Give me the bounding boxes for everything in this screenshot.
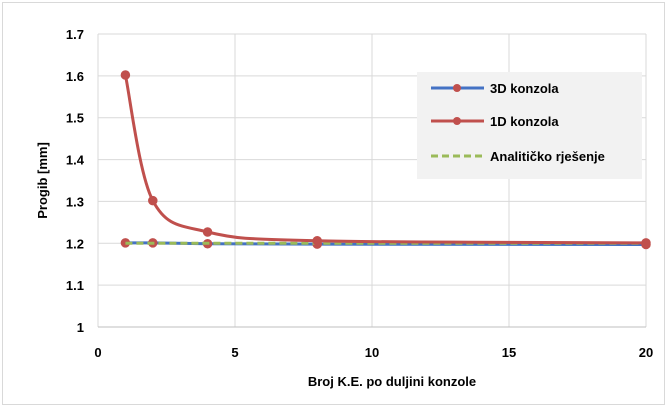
legend-label: Analitičko rješenje bbox=[490, 149, 605, 164]
series-line-1d-konzola bbox=[123, 74, 647, 245]
y-tick-label: 1.5 bbox=[66, 111, 84, 126]
x-tick-label: 0 bbox=[94, 345, 101, 360]
x-tick-label: 10 bbox=[365, 345, 379, 360]
y-tick-label: 1.2 bbox=[66, 236, 84, 251]
legend: 3D konzola 1D konzola Analitičko rješenje bbox=[417, 72, 642, 179]
legend-marker bbox=[453, 117, 461, 125]
legend-item-3d-konzola: 3D konzola bbox=[431, 81, 559, 96]
data-point bbox=[202, 227, 213, 237]
x-tick-label: 15 bbox=[502, 345, 516, 360]
legend-label: 3D konzola bbox=[490, 81, 559, 96]
y-tick-label: 1.7 bbox=[66, 27, 84, 42]
data-point bbox=[641, 238, 651, 248]
data-point bbox=[148, 195, 158, 206]
y-tick-label: 1 bbox=[77, 320, 84, 335]
data-point bbox=[120, 70, 131, 80]
x-tick-label: 5 bbox=[231, 345, 238, 360]
y-tick-label: 1.4 bbox=[66, 153, 85, 168]
legend-item-analiti-ko-rje-enje: Analitičko rješenje bbox=[431, 149, 605, 164]
y-tick-label: 1.6 bbox=[66, 69, 84, 84]
series-1d-konzola bbox=[120, 70, 651, 248]
legend-label: 1D konzola bbox=[490, 114, 559, 129]
y-axis-title: Progib [mm] bbox=[35, 142, 50, 219]
y-tick-label: 1.3 bbox=[66, 194, 84, 209]
x-tick-labels: 0 5 10 15 20 bbox=[94, 345, 653, 360]
x-tick-label: 20 bbox=[639, 345, 653, 360]
x-axis-title: Broj K.E. po duljini konzole bbox=[308, 374, 476, 389]
y-tick-labels: 1 1.1 1.2 1.3 1.4 1.5 1.6 1.7 bbox=[66, 27, 85, 335]
legend-item-1d-konzola: 1D konzola bbox=[431, 114, 559, 129]
data-point bbox=[312, 236, 322, 246]
series-layer bbox=[120, 70, 651, 250]
y-tick-label: 1.1 bbox=[66, 278, 84, 293]
legend-marker bbox=[453, 84, 461, 92]
